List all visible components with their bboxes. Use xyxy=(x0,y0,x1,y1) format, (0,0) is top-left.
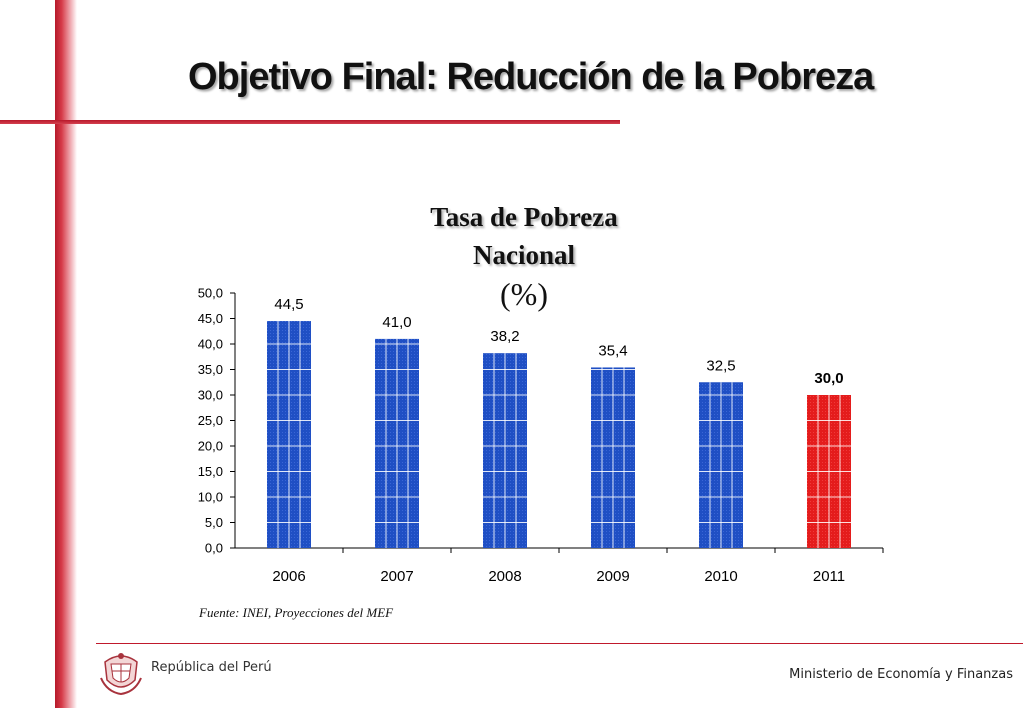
data-label: 38,2 xyxy=(490,328,519,345)
x-tick-label: 2011 xyxy=(813,568,845,585)
coat-of-arms-icon xyxy=(100,653,142,696)
left-accent-bar xyxy=(55,0,77,708)
data-label: 30,0 xyxy=(814,370,843,387)
y-tick-label: 30,0 xyxy=(198,388,223,403)
data-label: 41,0 xyxy=(382,314,411,331)
footer-divider xyxy=(96,643,1023,644)
chart-title-line1: Tasa de Pobreza xyxy=(430,202,618,232)
chart-title: Tasa de Pobreza Nacional xyxy=(374,198,674,274)
chart-title-line2: Nacional xyxy=(472,240,575,270)
y-tick-label: 10,0 xyxy=(198,490,223,505)
title-underline xyxy=(0,120,620,124)
y-tick-label: 0,0 xyxy=(205,541,223,556)
y-tick-label: 35,0 xyxy=(198,362,223,377)
data-label: 44,5 xyxy=(274,296,303,313)
x-tick-label: 2007 xyxy=(380,568,413,585)
x-tick-label: 2010 xyxy=(704,568,737,585)
data-label: 32,5 xyxy=(706,357,735,374)
chart-unit: (%) xyxy=(500,276,548,312)
y-tick-label: 25,0 xyxy=(198,413,223,428)
x-tick-label: 2006 xyxy=(272,568,305,585)
y-tick-label: 50,0 xyxy=(198,286,223,301)
data-label: 35,4 xyxy=(598,342,627,359)
y-tick-label: 20,0 xyxy=(198,439,223,454)
x-tick-label: 2009 xyxy=(596,568,629,585)
y-tick-label: 5,0 xyxy=(205,515,223,530)
x-tick-label: 2008 xyxy=(488,568,521,585)
y-tick-label: 45,0 xyxy=(198,311,223,326)
footer-ministry-label: Ministerio de Economía y Finanzas xyxy=(789,667,1013,682)
slide-title: Objetivo Final: Reducción de la Pobreza xyxy=(188,56,874,98)
source-note: Fuente: INEI, Proyecciones del MEF xyxy=(199,605,394,620)
footer-country-label: República del Perú xyxy=(151,660,272,675)
y-tick-label: 40,0 xyxy=(198,337,223,352)
y-tick-label: 15,0 xyxy=(198,464,223,479)
